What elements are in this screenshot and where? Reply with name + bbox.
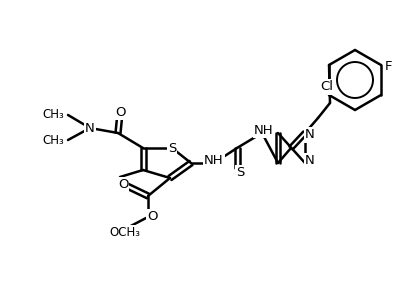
Text: N: N: [305, 129, 315, 142]
Text: CH₃: CH₃: [42, 108, 64, 121]
Text: F: F: [385, 60, 393, 73]
Text: OCH₃: OCH₃: [110, 225, 141, 238]
Text: N: N: [85, 121, 95, 134]
Text: O: O: [115, 105, 125, 118]
Text: S: S: [236, 166, 244, 179]
Text: NH: NH: [254, 123, 274, 136]
Text: O: O: [118, 179, 128, 192]
Text: O: O: [147, 210, 157, 223]
Text: Cl: Cl: [320, 81, 334, 94]
Text: S: S: [168, 142, 176, 155]
Text: CH₃: CH₃: [42, 134, 64, 147]
Text: NH: NH: [204, 153, 224, 166]
Text: N: N: [305, 155, 315, 168]
